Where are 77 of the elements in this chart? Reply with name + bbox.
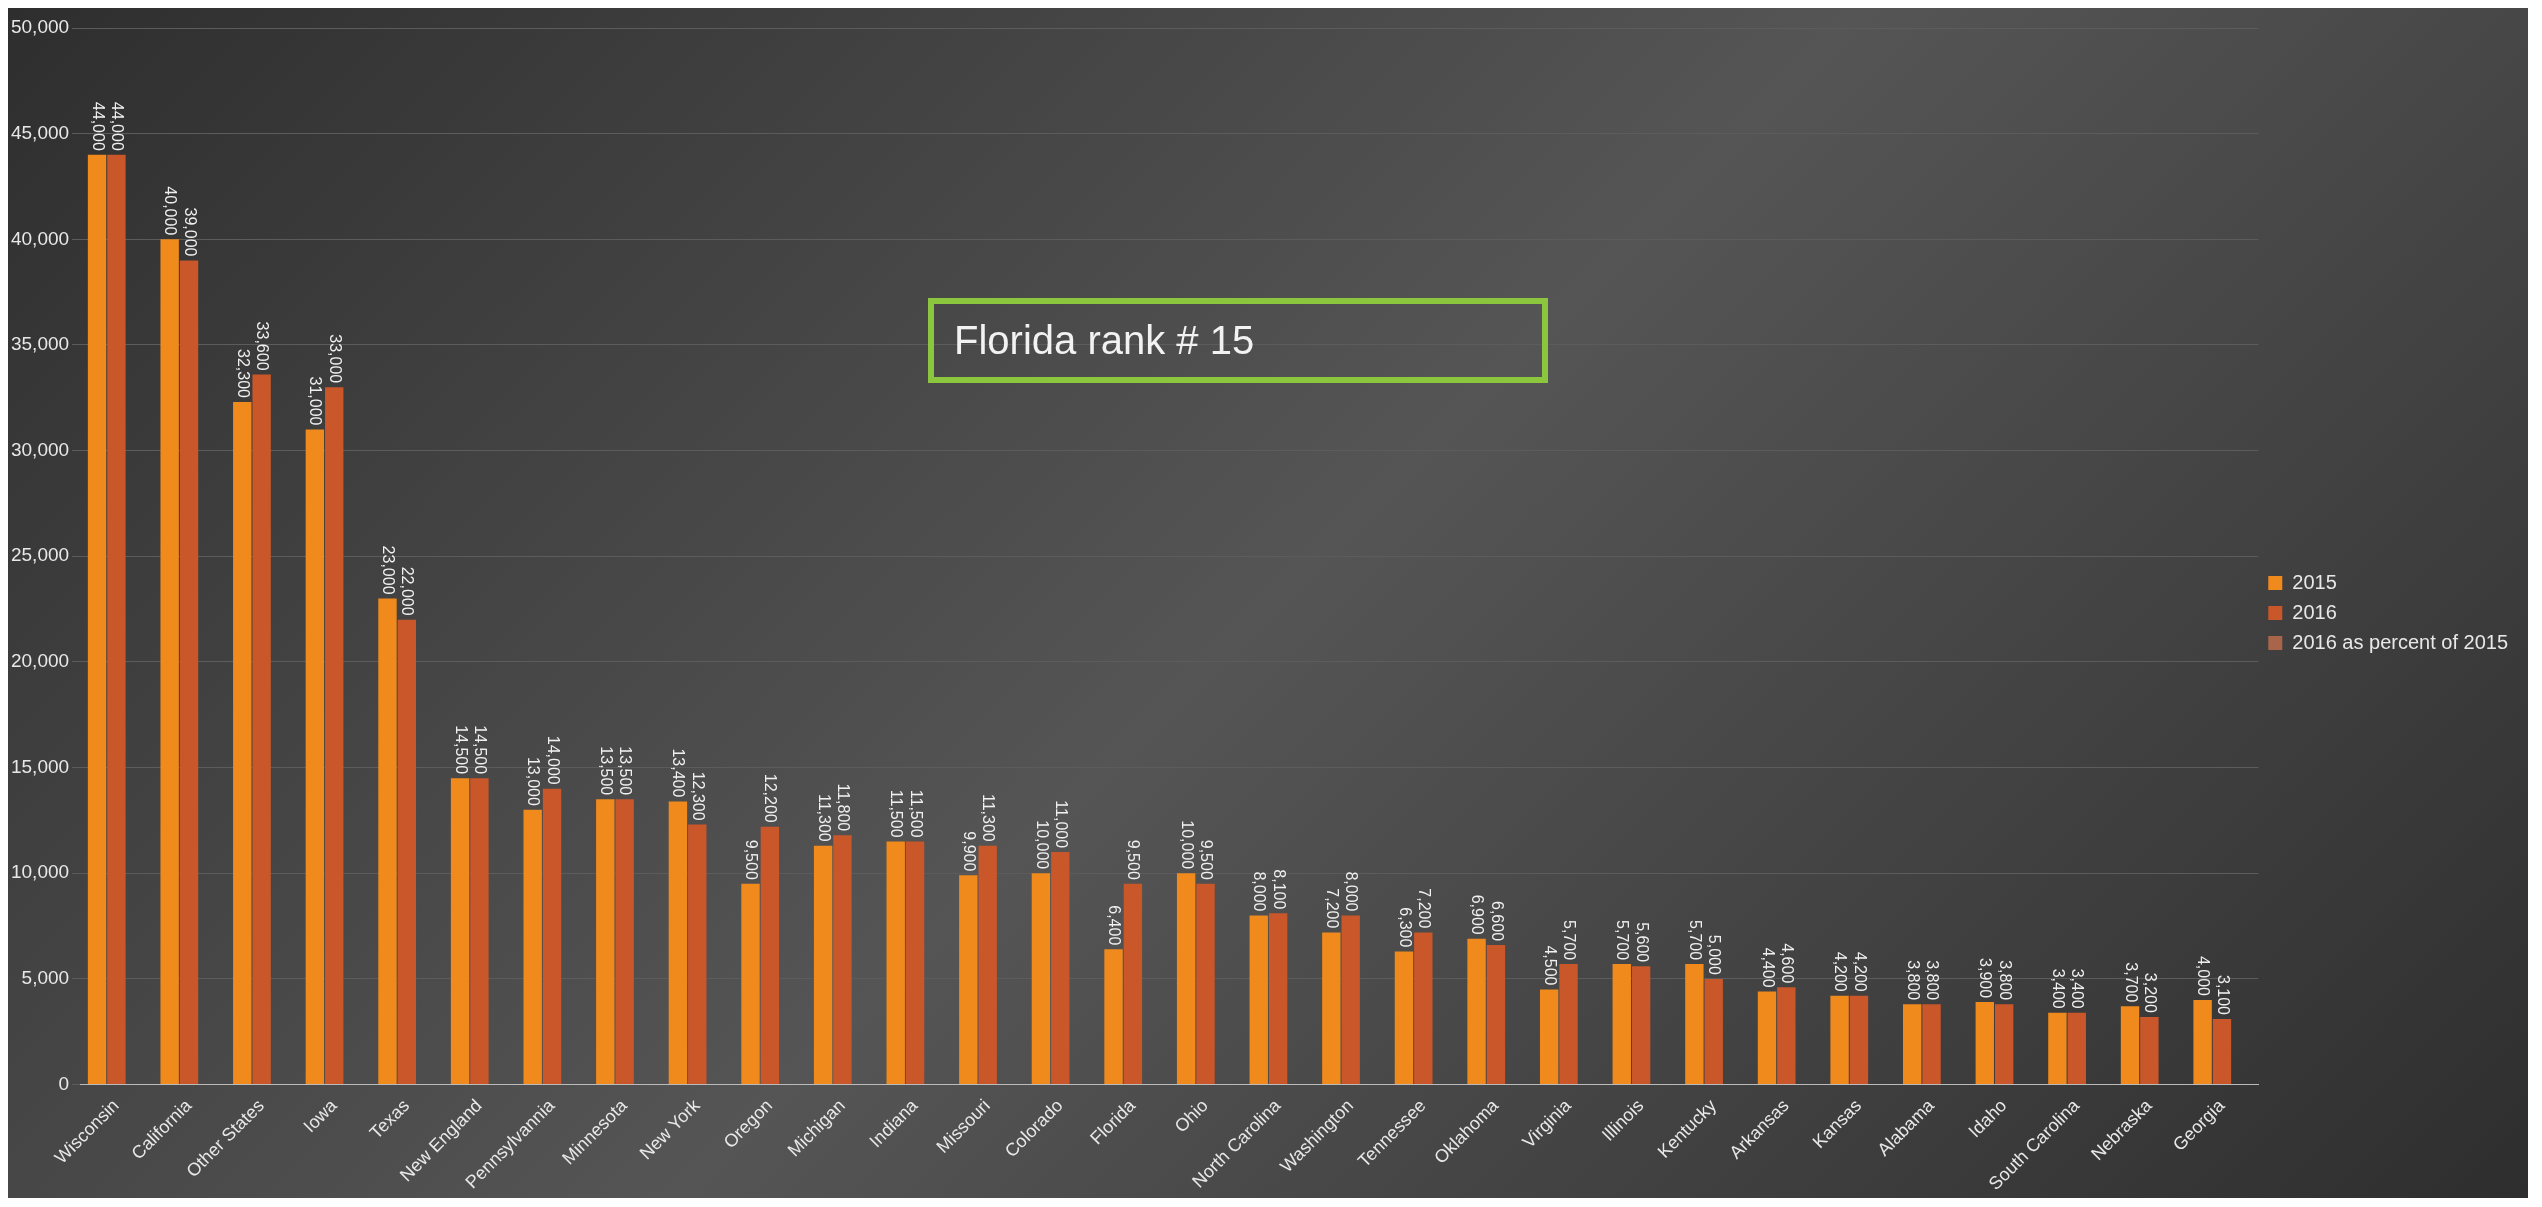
data-label: 6,400 [1106, 905, 1124, 946]
data-label: 31,000 [307, 376, 325, 426]
data-label: 8,000 [1343, 871, 1361, 912]
legend-label: 2016 as percent of 2015 [2292, 630, 2509, 653]
data-label: 3,400 [2069, 968, 2087, 1009]
data-label: 11,000 [1052, 800, 1070, 849]
data-label: 5,700 [1561, 920, 1579, 961]
data-label: 9,500 [1198, 839, 1216, 880]
data-label: 13,500 [617, 746, 635, 796]
data-label: 3,100 [2214, 974, 2232, 1016]
y-tick-label: 5,000 [21, 967, 70, 989]
data-label: 11,500 [888, 789, 906, 838]
data-label: 3,900 [1977, 958, 1995, 999]
y-tick-label: 30,000 [10, 438, 70, 460]
data-label: 6,900 [1469, 894, 1487, 935]
data-label: 12,200 [762, 773, 780, 823]
legend-label: 2015 [2292, 570, 2337, 593]
data-label: 22,000 [399, 566, 417, 616]
legend-label: 2016 [2292, 600, 2337, 623]
data-label: 13,000 [525, 756, 543, 806]
data-label: 14,000 [544, 735, 562, 785]
data-label: 5,600 [1633, 922, 1651, 963]
annotation: Florida rank # 15 [928, 298, 1548, 383]
data-label: 13,400 [670, 748, 688, 798]
data-label: 9,900 [960, 831, 978, 872]
data-label: 3,800 [1996, 960, 2014, 1001]
y-tick-label: 25,000 [10, 544, 70, 566]
data-label: 3,200 [2141, 972, 2159, 1013]
data-label: 5,000 [1706, 934, 1724, 975]
data-label: 33,600 [254, 321, 272, 371]
data-label: 44,000 [109, 101, 127, 151]
y-tick-label: 45,000 [10, 121, 70, 143]
data-label: 44,000 [89, 101, 107, 151]
data-label: 9,500 [743, 839, 761, 880]
data-label: 4,200 [1832, 951, 1850, 992]
data-label: 10,000 [1178, 820, 1196, 870]
y-tick-label: 15,000 [10, 755, 70, 777]
data-label: 11,300 [980, 794, 998, 842]
data-label: 11,500 [907, 789, 925, 838]
data-label: 3,800 [1904, 960, 1922, 1001]
data-label: 4,000 [2195, 955, 2213, 997]
y-tick-label: 10,000 [10, 861, 70, 883]
data-label: 3,800 [1924, 960, 1942, 1001]
data-label: 11,300 [815, 794, 833, 842]
data-label: 11,800 [835, 783, 853, 832]
y-tick-label: 40,000 [10, 227, 70, 249]
data-label: 4,600 [1778, 943, 1796, 984]
data-label: 40,000 [162, 186, 180, 236]
data-label: 8,100 [1270, 869, 1288, 910]
data-label: 6,300 [1396, 907, 1414, 948]
x-tick-label: Ohio [1170, 1095, 1212, 1137]
data-label: 13,500 [597, 746, 615, 796]
data-label: 32,300 [234, 349, 252, 399]
data-label: 5,700 [1614, 920, 1632, 961]
data-label: 4,500 [1541, 945, 1559, 986]
data-label: 23,000 [380, 545, 398, 595]
data-label: 14,500 [472, 725, 490, 775]
y-tick-label: 0 [58, 1072, 70, 1094]
data-label: 5,700 [1686, 920, 1704, 961]
data-label: 3,400 [2050, 968, 2067, 1009]
data-label: 7,200 [1323, 888, 1341, 929]
data-label: 33,000 [326, 334, 344, 384]
x-tick-label: Iowa [299, 1094, 342, 1137]
data-label: 8,000 [1251, 871, 1269, 912]
data-label: 6,600 [1488, 901, 1506, 942]
data-label: 39,000 [181, 207, 199, 257]
data-label: 4,400 [1759, 947, 1777, 988]
y-tick-label: 35,000 [10, 333, 70, 355]
data-label: 9,500 [1125, 839, 1143, 880]
data-label: 10,000 [1033, 820, 1051, 870]
y-tick-label: 50,000 [10, 16, 70, 38]
data-label: 7,200 [1415, 888, 1433, 929]
data-label: 3,700 [2122, 962, 2140, 1003]
data-label: 14,500 [452, 725, 470, 775]
y-tick-label: 20,000 [10, 650, 70, 672]
data-label: 12,300 [689, 771, 707, 821]
data-label: 4,200 [1851, 951, 1869, 992]
